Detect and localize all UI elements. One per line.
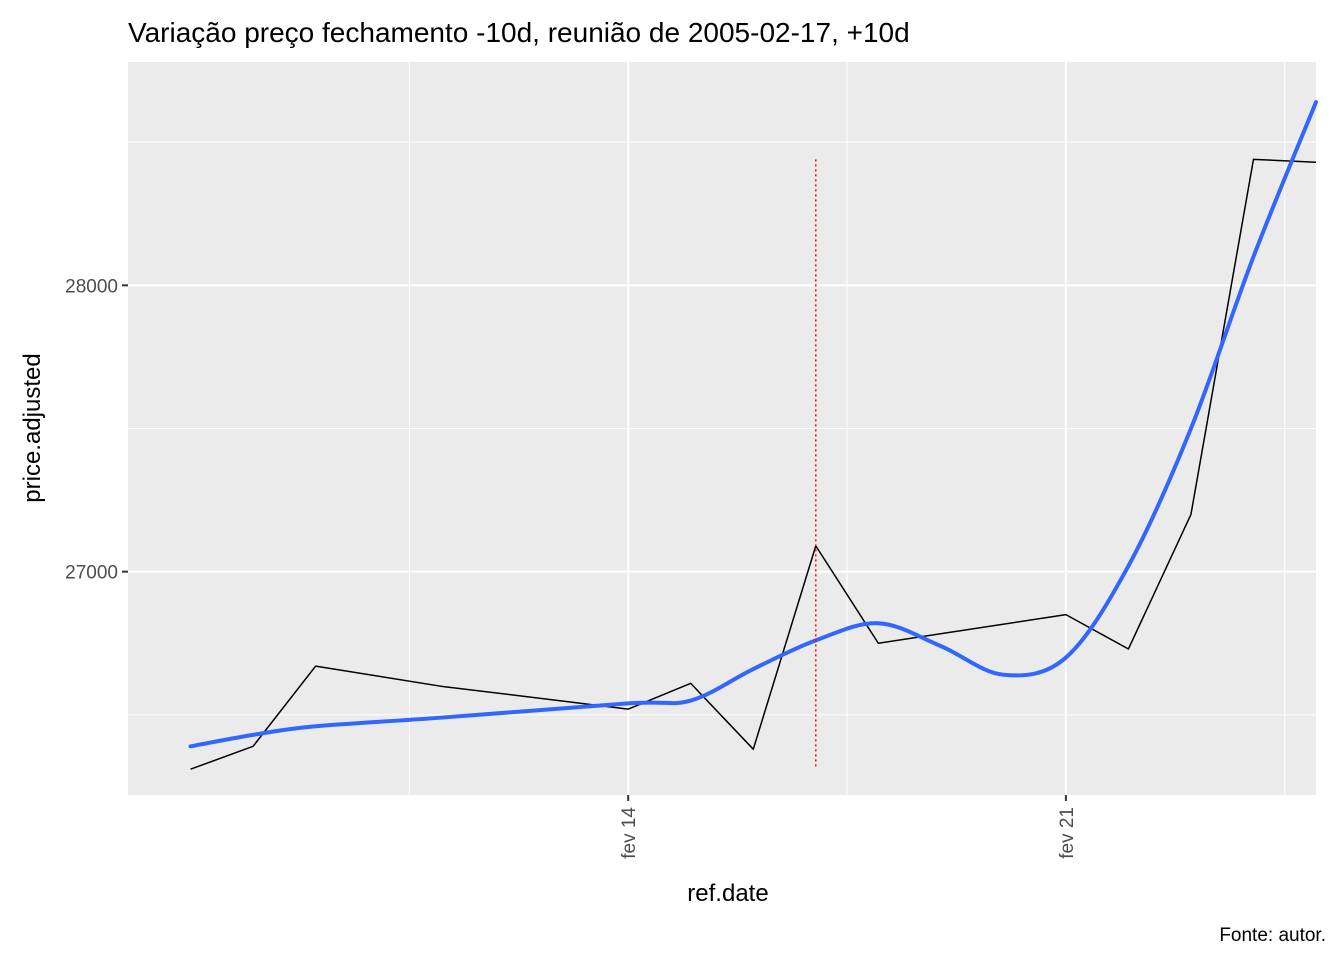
y-tick-label: 28000 [65, 276, 118, 297]
y-tick-label: 27000 [65, 563, 118, 584]
x-tick-label: fev 21 [1057, 807, 1078, 859]
y-axis-title: price.adjusted [19, 353, 46, 502]
major-gridlines [128, 62, 1316, 795]
chart-title: Variação preço fechamento -10d, reunião … [128, 17, 910, 48]
axes-layer: 27000 28000 fev 14 fev 21 [65, 276, 1078, 858]
price-line [190, 158, 1317, 770]
caption: Fonte: autor. [1219, 925, 1326, 946]
series-layer [188, 100, 1318, 770]
x-tick-label: fev 14 [619, 807, 640, 859]
x-axis-title: ref.date [687, 880, 768, 907]
smooth-trend-line [188, 100, 1318, 749]
minor-gridlines [128, 62, 1316, 795]
